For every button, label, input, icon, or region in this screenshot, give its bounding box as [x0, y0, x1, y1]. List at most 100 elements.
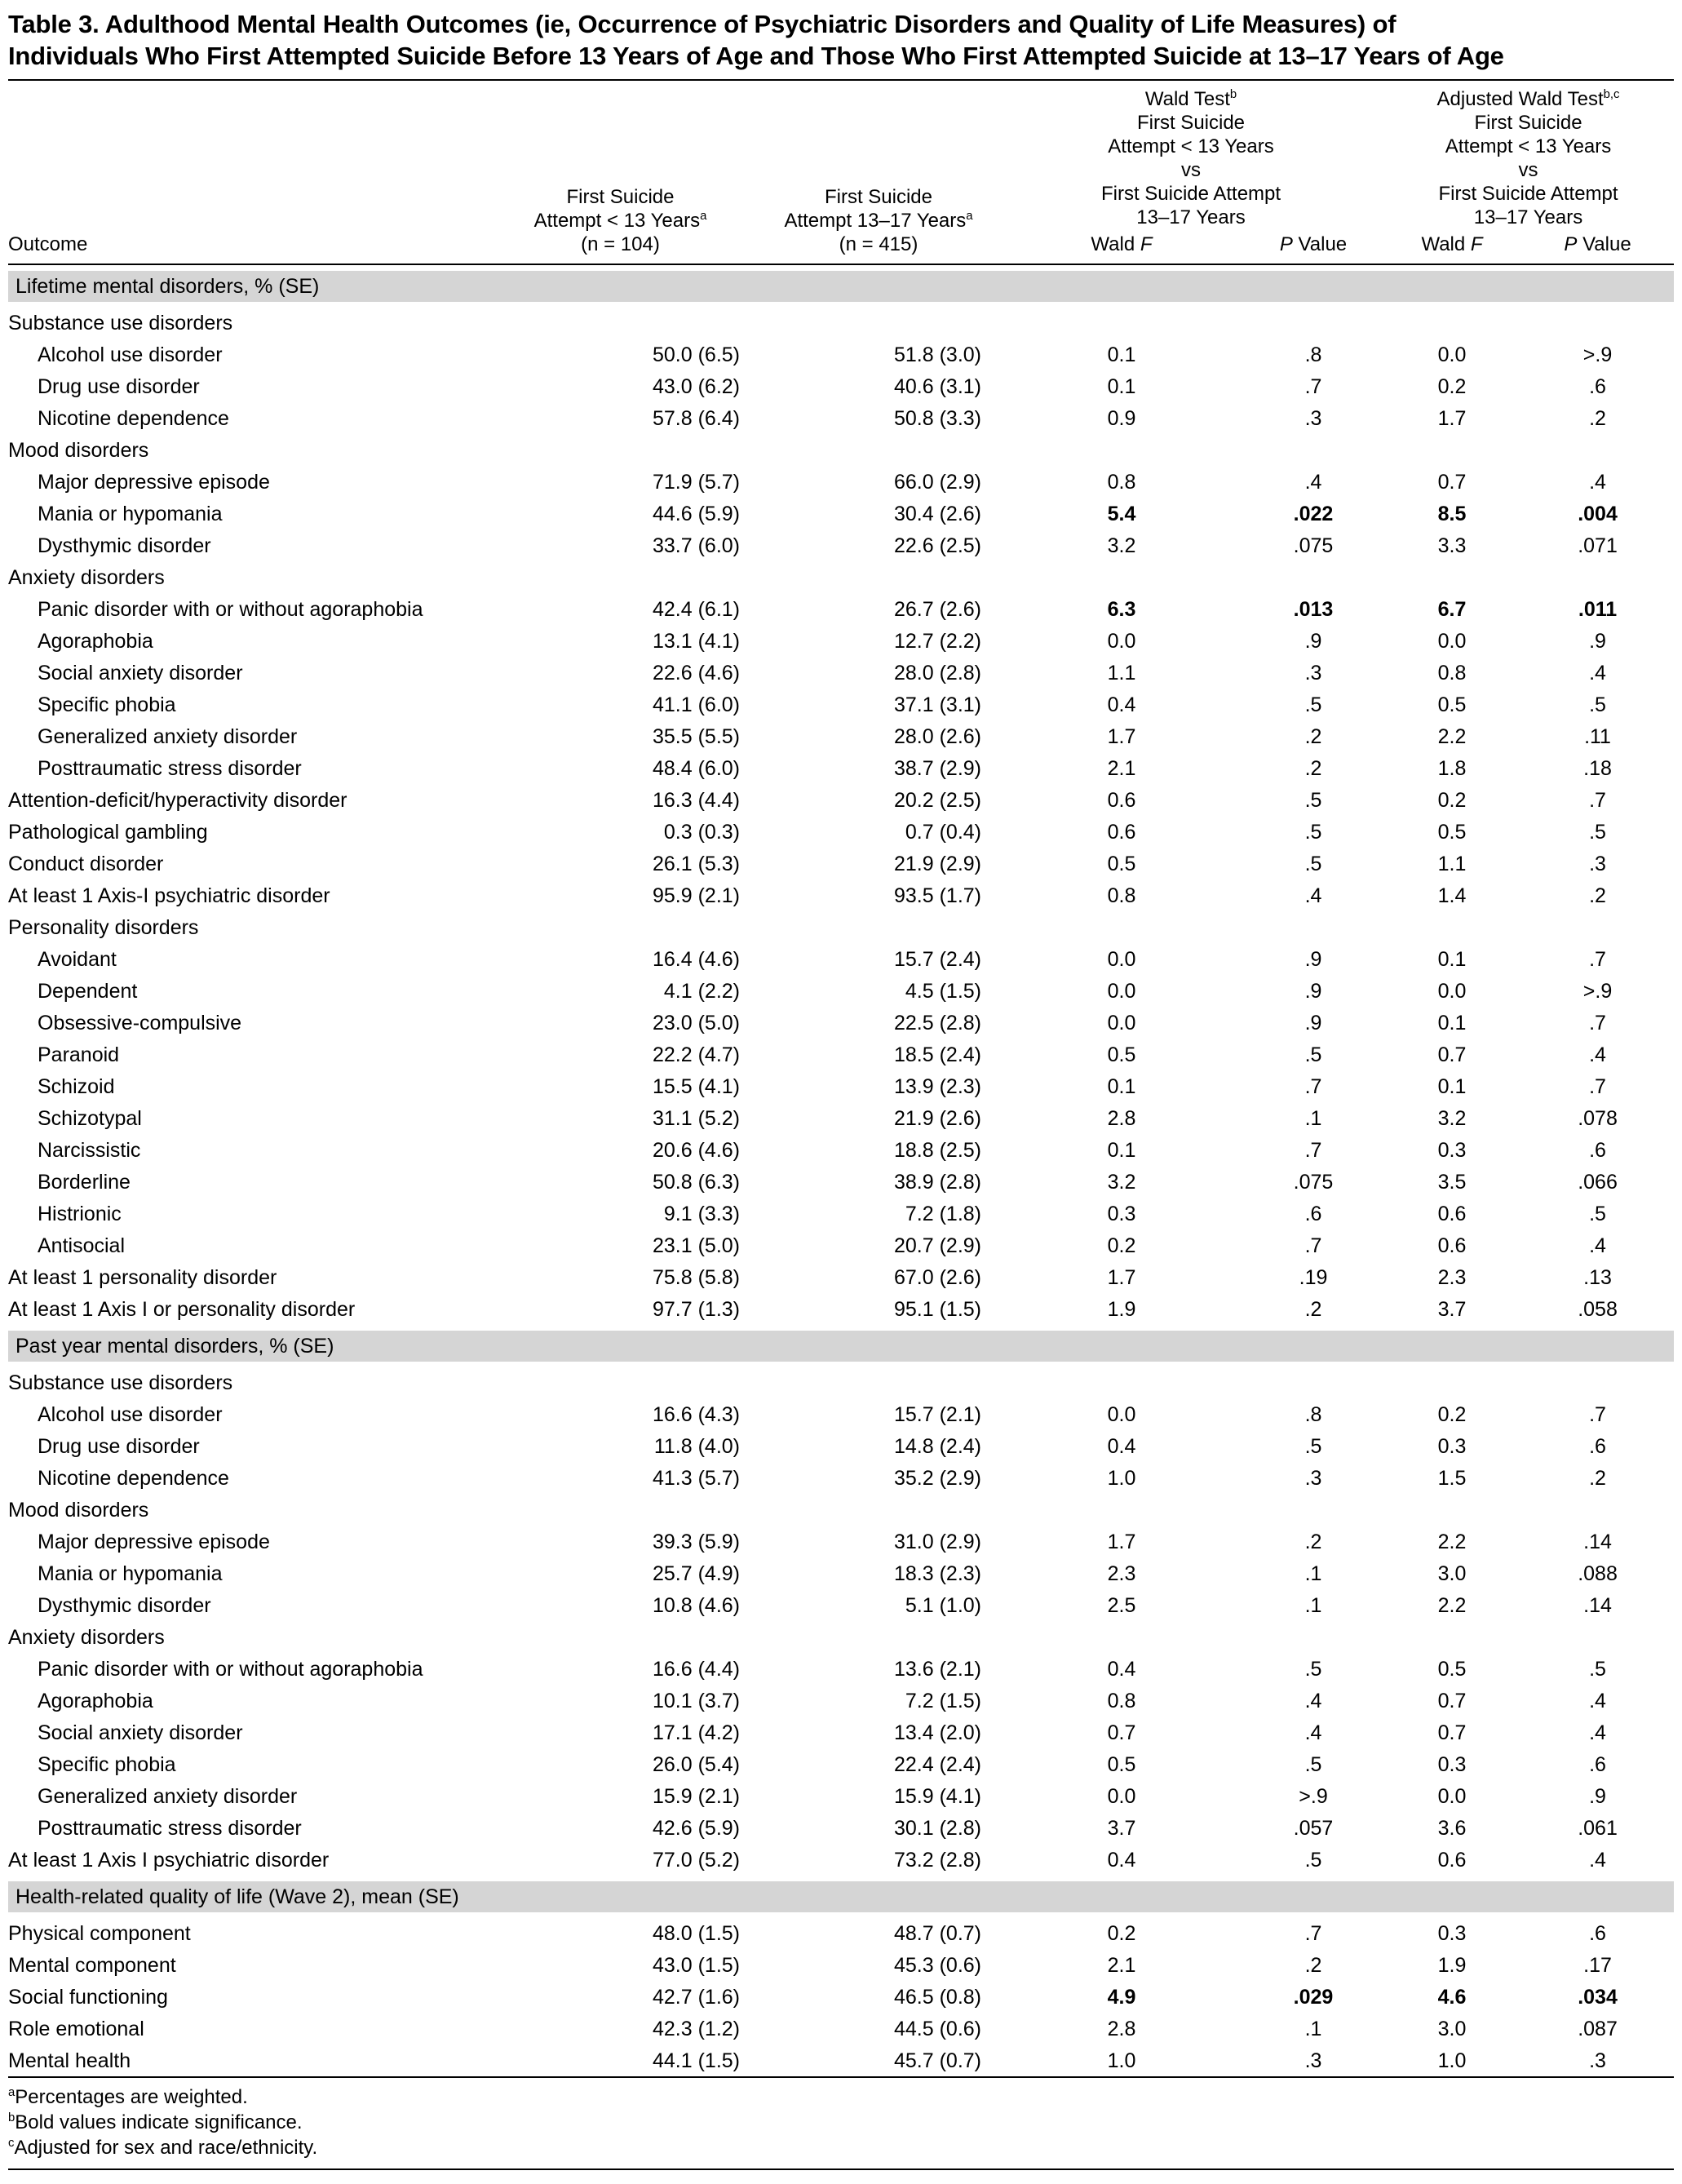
- outcome-label: Major depressive episode: [38, 1530, 270, 1553]
- value-13-17: 28.0 (2.8): [893, 661, 981, 684]
- value-lt13: 16.6 (4.4): [652, 1657, 740, 1681]
- p-value: .5: [1304, 852, 1322, 875]
- value-lt13: 50.0 (6.5): [652, 343, 740, 366]
- adj-p-value: .13: [1583, 1265, 1612, 1289]
- outcome-label: Avoidant: [38, 947, 117, 971]
- value-lt13: 44.6 (5.9): [652, 502, 740, 525]
- outcome-label: Pathological gambling: [8, 820, 208, 844]
- value-13-17: 21.9 (2.9): [893, 852, 981, 875]
- adj-p-value: .4: [1589, 661, 1606, 684]
- p-value: .013: [1293, 597, 1334, 621]
- value-lt13: 22.2 (4.7): [652, 1043, 740, 1066]
- adj-p-value: .6: [1589, 1752, 1606, 1776]
- value-13-17: 50.8 (3.3): [893, 406, 981, 430]
- outcome-label: Social anxiety disorder: [38, 661, 243, 684]
- adj-wald-f-value: 6.7: [1437, 597, 1467, 621]
- adj-p-value: .3: [1589, 852, 1606, 875]
- table-row: Narcissistic 20.6 (4.6) 18.8 (2.5) 0.1 .7 0.3…: [8, 1134, 1674, 1166]
- adj-p-value: .6: [1589, 374, 1606, 398]
- outcome-label: At least 1 Axis-I psychiatric disorder: [8, 884, 330, 907]
- adj-p-value: .011: [1578, 597, 1618, 621]
- adj-p-value: .5: [1589, 693, 1606, 716]
- outcome-label: At least 1 personality disorder: [8, 1265, 277, 1289]
- value-13-17: 95.1 (1.5): [893, 1297, 981, 1321]
- value-lt13: 10.1 (3.7): [652, 1689, 740, 1712]
- value-13-17: 40.6 (3.1): [893, 374, 981, 398]
- outcome-label: At least 1 Axis I psychiatric disorder: [8, 1848, 330, 1872]
- table-row: Dysthymic disorder 10.8 (4.6) 5.1 (1.0) 2.5…: [8, 1589, 1674, 1621]
- header-line: First Suicide: [824, 186, 933, 208]
- p-value: .4: [1304, 1721, 1322, 1744]
- adj-p-value: .7: [1589, 1011, 1606, 1034]
- adj-wald-f-value: 0.3: [1437, 1434, 1467, 1458]
- outcome-label: Drug use disorder: [38, 1434, 200, 1458]
- adj-p-value: .6: [1589, 1921, 1606, 1945]
- p-value: .9: [1304, 629, 1322, 653]
- adj-wald-f-value: 0.7: [1437, 1721, 1467, 1744]
- table-row: Paranoid 22.2 (4.7) 18.5 (2.4) 0.5 .5 0.7 .4: [8, 1039, 1674, 1070]
- p-value: .075: [1293, 534, 1334, 557]
- value-13-17: 15.7 (2.4): [893, 947, 981, 971]
- adj-wald-f-value: 3.7: [1437, 1297, 1467, 1321]
- wald-f-value: 0.3: [1107, 1202, 1136, 1225]
- adj-wald-f-value: 8.5: [1437, 502, 1467, 525]
- adj-p-value: .066: [1578, 1170, 1618, 1194]
- footnote-marker: a: [966, 210, 973, 223]
- adj-p-value: .061: [1578, 1816, 1618, 1840]
- footnote-marker: c: [8, 2137, 15, 2150]
- header-line: Attempt 13–17 Yearsa: [784, 210, 973, 232]
- adj-p-value: .9: [1589, 1784, 1606, 1808]
- col-header-attempt-lt13: First Suicide Attempt < 13 Yearsa (n = 1…: [483, 81, 758, 265]
- adj-p-value: .14: [1583, 1593, 1612, 1617]
- group-label-row: Mood disorders: [8, 434, 1674, 466]
- section-header-row: Health-related quality of life (Wave 2),…: [8, 1876, 1675, 1917]
- wald-f-value: 0.4: [1107, 693, 1136, 716]
- adj-wald-f-value: 0.1: [1437, 1011, 1467, 1034]
- adj-wald-f-value: 0.0: [1437, 343, 1467, 366]
- p-value: .7: [1304, 374, 1322, 398]
- outcome-label: Posttraumatic stress disorder: [38, 756, 302, 780]
- wald-f-value: 3.7: [1107, 1816, 1136, 1840]
- value-lt13: 9.1 (3.3): [663, 1202, 740, 1225]
- table-row: Panic disorder with or without agoraphob…: [8, 1653, 1674, 1685]
- table-row: Obsessive-compulsive 23.0 (5.0) 22.5 (2.8)…: [8, 1007, 1674, 1039]
- adj-wald-f-value: 3.5: [1437, 1170, 1467, 1194]
- value-13-17: 93.5 (1.7): [893, 884, 981, 907]
- outcome-label: Mental health: [8, 2049, 131, 2072]
- header-line: vs: [1518, 159, 1538, 181]
- adj-p-value: .2: [1589, 406, 1606, 430]
- table-row: Posttraumatic stress disorder 48.4 (6.0) 3…: [8, 752, 1674, 784]
- outcome-label: Specific phobia: [38, 693, 176, 716]
- adj-p-value: .034: [1578, 1985, 1618, 2009]
- header-line: Attempt < 13 Years: [1445, 135, 1612, 157]
- outcome-label: Drug use disorder: [38, 374, 200, 398]
- p-value: .2: [1304, 1530, 1322, 1553]
- table-row: Dysthymic disorder 33.7 (6.0) 22.6 (2.5) 3.…: [8, 529, 1674, 561]
- table-row: Nicotine dependence 57.8 (6.4) 50.8 (3.3) 0…: [8, 402, 1674, 434]
- wald-f-value: 0.7: [1107, 1721, 1136, 1744]
- p-value: .2: [1304, 1297, 1322, 1321]
- value-13-17: 14.8 (2.4): [893, 1434, 981, 1458]
- p-value: .7: [1304, 1921, 1322, 1945]
- value-13-17: 12.7 (2.2): [893, 629, 981, 653]
- outcome-label: Generalized anxiety disorder: [38, 1784, 298, 1808]
- table-row: Histrionic 9.1 (3.3) 7.2 (1.8) 0.3 .6 0.6 .5: [8, 1198, 1674, 1229]
- table-row: Conduct disorder 26.1 (5.3) 21.9 (2.9) 0.5.…: [8, 848, 1674, 879]
- p-value: .7: [1304, 1234, 1322, 1257]
- table-row: Dependent 4.1 (2.2) 4.5 (1.5) 0.0 .9 0.0 >.9: [8, 975, 1674, 1007]
- adj-p-value: .4: [1589, 470, 1606, 494]
- p-value: .2: [1304, 724, 1322, 748]
- outcome-label: Social anxiety disorder: [38, 1721, 243, 1744]
- wald-f-value: 0.6: [1107, 788, 1136, 812]
- outcome-label: Nicotine dependence: [38, 1466, 229, 1490]
- value-13-17: 15.9 (4.1): [893, 1784, 981, 1808]
- header-line: 13–17 Years: [1136, 206, 1246, 228]
- value-13-17: 51.8 (3.0): [893, 343, 981, 366]
- value-lt13: 26.1 (5.3): [652, 852, 740, 875]
- adj-p-value: .11: [1584, 724, 1611, 748]
- value-13-17: 31.0 (2.9): [893, 1530, 981, 1553]
- wald-f-value: 0.1: [1107, 1074, 1136, 1098]
- p-value: .5: [1304, 1043, 1322, 1066]
- adj-wald-f-value: 2.2: [1437, 724, 1467, 748]
- outcome-label: Schizotypal: [38, 1106, 142, 1130]
